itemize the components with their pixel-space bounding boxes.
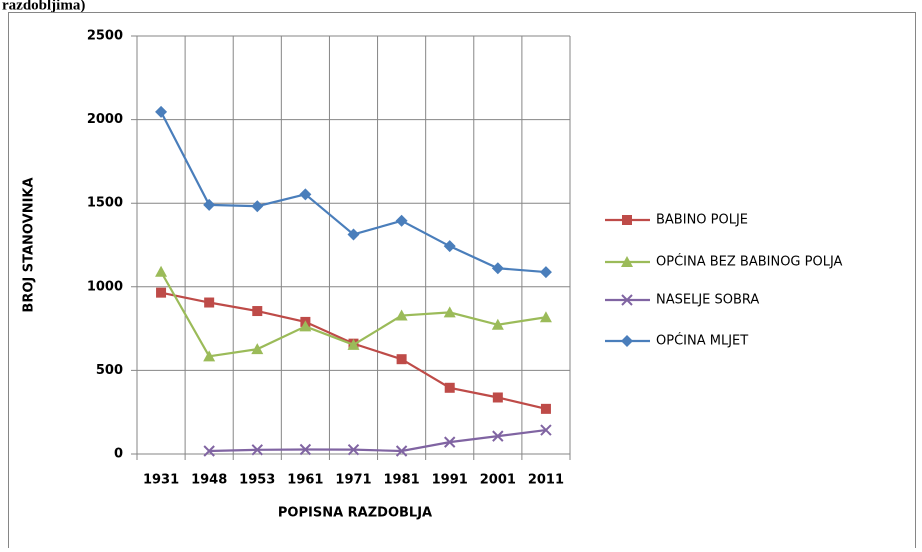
marker [444,382,455,393]
y-tick-label: 500 [96,363,123,378]
marker [621,294,633,306]
legend-label: OPĆINA MLJET [656,333,748,349]
series-line [160,291,547,410]
marker [155,105,168,118]
marker [347,338,360,350]
marker [491,262,504,275]
caption: razdobljima) [2,0,85,13]
marker [621,335,633,347]
marker [347,443,360,456]
marker [622,215,632,225]
marker [443,240,456,253]
marker [347,228,360,241]
series-line [160,111,547,274]
marker [395,214,408,227]
marker [395,309,408,321]
x-tick-label: 1971 [335,473,371,488]
marker [491,318,504,330]
marker [299,320,312,332]
marker [299,443,312,456]
series-line [209,428,547,453]
x-tick-label: 1961 [287,473,323,488]
marker [203,350,216,362]
x-axis-label: POPISNA RAZDOBLJA [278,506,432,521]
marker [539,266,552,279]
x-tick-label: 2001 [480,473,516,488]
marker [155,265,168,277]
marker [492,430,504,442]
marker [203,445,215,457]
marker [203,198,216,211]
marker [492,392,503,403]
marker [395,445,408,457]
marker [540,424,552,436]
y-tick-label: 2000 [87,112,123,127]
marker [156,287,167,298]
marker [396,354,407,365]
x-tick-label: 1948 [191,473,227,488]
marker [444,436,456,448]
marker [540,403,551,414]
x-tick-label: 1953 [239,473,275,488]
x-tick-label: 1931 [143,473,179,488]
x-tick-label: 1981 [384,473,420,488]
legend-label: NASELJE SOBRA [656,293,759,308]
legend-label: OPĆINA BEZ BABINOG POLJA [656,254,843,270]
marker [443,306,456,318]
marker [204,297,215,308]
y-axis-label: BROJ STANOVNIKA [22,177,37,312]
x-tick-label: 2011 [528,473,564,488]
y-tick-label: 2500 [87,29,123,44]
y-tick-label: 1000 [87,279,123,294]
marker [539,311,552,323]
legend-label: BABINO POLJE [656,213,748,228]
chart-border [8,12,916,552]
marker [621,256,633,267]
y-tick-label: 0 [114,447,123,462]
marker [299,188,312,201]
marker [252,306,263,317]
y-tick-label: 1500 [87,196,123,211]
marker [251,200,264,213]
x-tick-label: 1991 [432,473,468,488]
marker [251,343,264,355]
marker [251,444,263,456]
